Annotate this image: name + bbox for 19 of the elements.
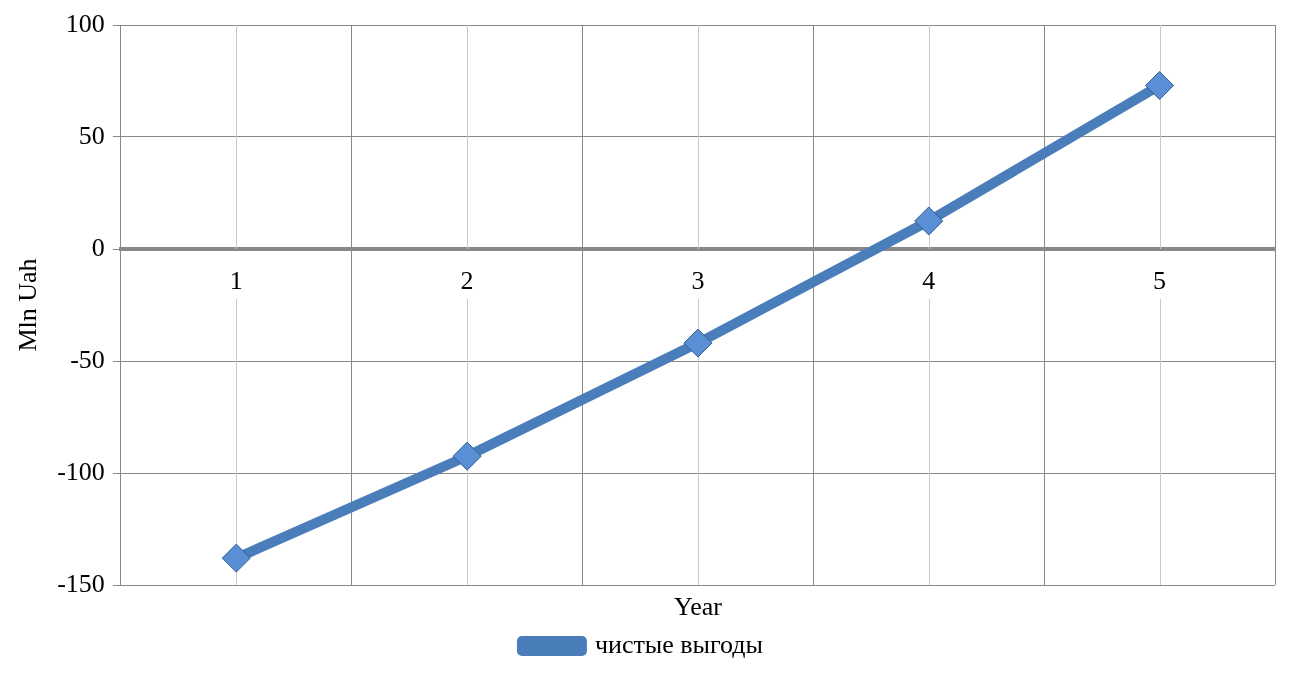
y-axis-title: Mln Uah xyxy=(13,258,43,352)
y-tick-label: 100 xyxy=(65,8,105,38)
point xyxy=(452,441,482,471)
point xyxy=(1145,70,1175,100)
y-tick-label: 50 xyxy=(78,120,105,150)
y-tick-label: 0 xyxy=(91,232,105,262)
x-tick-label: 1 xyxy=(229,266,243,296)
point xyxy=(914,206,944,236)
x-axis-title: Year xyxy=(673,591,723,621)
y-tick-label: -50 xyxy=(70,344,105,374)
x-tick-label: 3 xyxy=(691,266,705,296)
legend-label: чистые выгоды xyxy=(594,629,764,659)
y-tick-label: -100 xyxy=(57,456,105,486)
y-tick-label: -150 xyxy=(57,568,105,598)
x-tick-label: 4 xyxy=(922,266,936,296)
x-tick-label: 5 xyxy=(1153,266,1167,296)
x-tick-label: 2 xyxy=(460,266,474,296)
point xyxy=(683,328,713,358)
point xyxy=(221,543,251,573)
